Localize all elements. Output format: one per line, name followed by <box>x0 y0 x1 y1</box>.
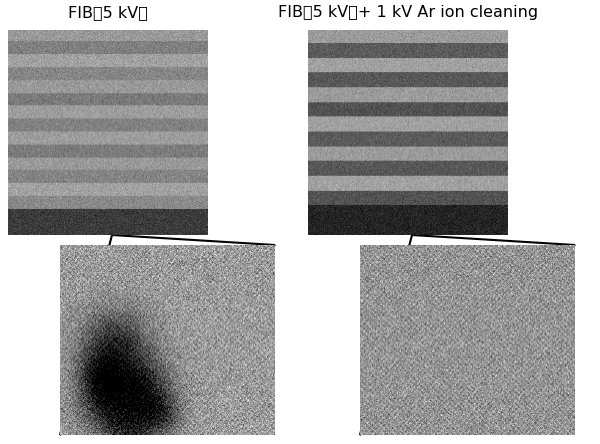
Text: FIB（5 kV）: FIB（5 kV） <box>68 5 148 20</box>
Text: 100nm: 100nm <box>435 224 469 234</box>
Text: 5nm: 5nm <box>205 430 223 439</box>
Text: 100nm: 100nm <box>135 224 169 234</box>
Text: GaAs: GaAs <box>18 198 54 212</box>
Text: FIB（5 kV）+ 1 kV Ar ion cleaning: FIB（5 kV）+ 1 kV Ar ion cleaning <box>278 5 538 20</box>
Text: 5nm: 5nm <box>505 430 523 439</box>
Text: AlGaAs: AlGaAs <box>18 83 67 97</box>
